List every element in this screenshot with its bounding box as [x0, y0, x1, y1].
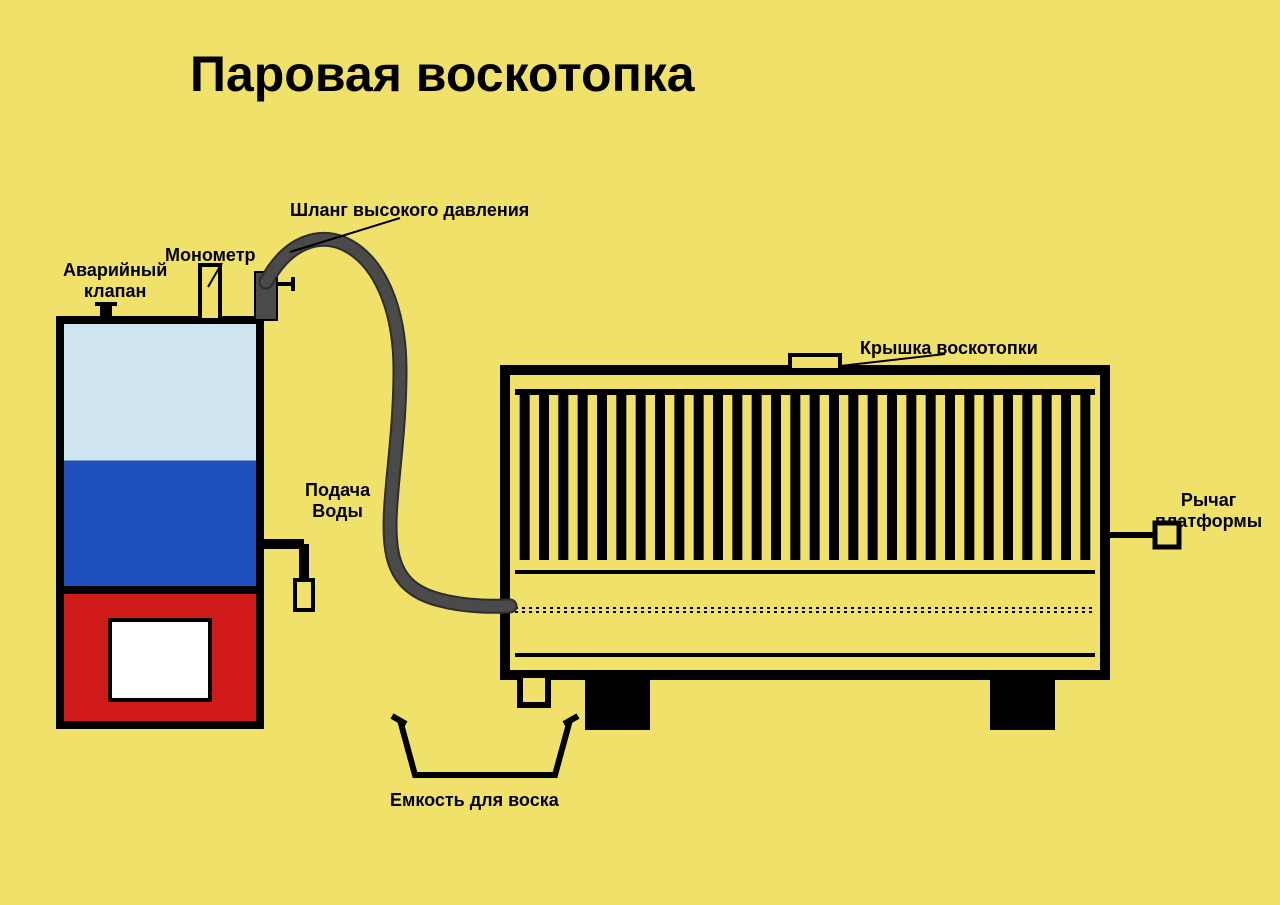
diagram-canvas [0, 0, 1280, 905]
